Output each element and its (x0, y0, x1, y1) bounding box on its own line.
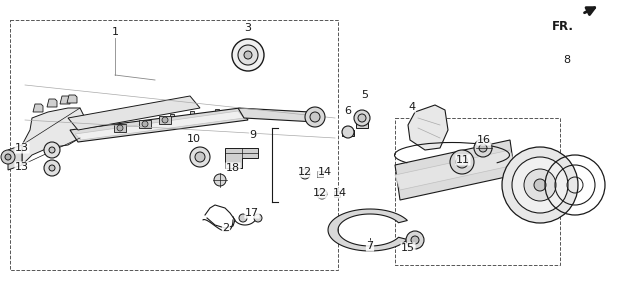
Bar (10, 20, 338, 270)
Text: 6: 6 (344, 106, 351, 116)
Text: 14: 14 (318, 167, 332, 177)
Text: 3: 3 (244, 23, 252, 33)
Circle shape (195, 152, 205, 162)
Circle shape (354, 110, 370, 126)
Circle shape (411, 236, 419, 244)
Bar (395, 118, 560, 265)
Polygon shape (47, 99, 57, 107)
Circle shape (534, 179, 546, 191)
Polygon shape (33, 104, 43, 112)
Polygon shape (342, 130, 354, 136)
Polygon shape (114, 124, 126, 132)
Text: 14: 14 (333, 188, 347, 198)
Text: 12: 12 (313, 188, 327, 198)
Text: 12: 12 (298, 167, 312, 177)
Circle shape (406, 231, 424, 249)
Circle shape (456, 156, 468, 168)
Circle shape (502, 147, 578, 223)
Circle shape (474, 139, 492, 157)
Circle shape (342, 126, 354, 138)
Circle shape (44, 142, 60, 158)
Circle shape (49, 147, 55, 153)
Circle shape (1, 150, 15, 164)
Text: 9: 9 (250, 130, 257, 140)
Circle shape (239, 214, 247, 222)
Text: 17: 17 (245, 208, 259, 218)
Polygon shape (256, 48, 260, 60)
Polygon shape (8, 145, 22, 170)
Polygon shape (215, 109, 219, 117)
Circle shape (450, 150, 474, 174)
Circle shape (5, 154, 11, 160)
Polygon shape (170, 114, 174, 122)
Text: 1: 1 (111, 27, 118, 37)
Polygon shape (67, 95, 77, 103)
Polygon shape (238, 108, 316, 122)
Circle shape (358, 114, 366, 122)
Circle shape (305, 107, 325, 127)
Circle shape (524, 169, 556, 201)
Polygon shape (159, 116, 171, 124)
Polygon shape (356, 118, 368, 128)
Text: 2: 2 (223, 223, 230, 233)
Circle shape (232, 39, 264, 71)
Text: 15: 15 (401, 243, 415, 253)
Polygon shape (139, 120, 151, 128)
Circle shape (49, 165, 55, 171)
Text: 13: 13 (15, 143, 29, 153)
Text: 13: 13 (15, 162, 29, 172)
Text: 8: 8 (563, 55, 571, 65)
Circle shape (44, 160, 60, 176)
Polygon shape (395, 150, 515, 190)
Circle shape (479, 144, 487, 152)
Polygon shape (68, 96, 200, 130)
Text: 18: 18 (226, 163, 240, 173)
Circle shape (142, 121, 148, 127)
Circle shape (254, 214, 262, 222)
Circle shape (238, 45, 258, 65)
Circle shape (512, 157, 568, 213)
Polygon shape (395, 140, 515, 200)
Polygon shape (225, 148, 258, 168)
Polygon shape (236, 48, 240, 60)
Text: 10: 10 (187, 134, 201, 144)
Polygon shape (22, 108, 85, 165)
Circle shape (317, 189, 327, 199)
Polygon shape (408, 105, 448, 150)
Text: 5: 5 (362, 90, 369, 100)
Text: 16: 16 (477, 135, 491, 145)
Circle shape (117, 125, 123, 131)
Text: 11: 11 (456, 155, 470, 165)
Text: 7: 7 (367, 241, 374, 251)
Polygon shape (334, 191, 340, 197)
Circle shape (310, 112, 320, 122)
Text: 4: 4 (408, 102, 415, 112)
Polygon shape (190, 111, 194, 119)
Circle shape (162, 117, 168, 123)
Polygon shape (70, 108, 248, 142)
Text: FR.: FR. (552, 19, 574, 32)
Polygon shape (317, 171, 323, 177)
Circle shape (190, 147, 210, 167)
Polygon shape (75, 111, 244, 140)
Circle shape (244, 51, 252, 59)
Polygon shape (60, 96, 70, 104)
Polygon shape (328, 209, 408, 251)
Circle shape (300, 169, 310, 179)
Circle shape (214, 174, 226, 186)
